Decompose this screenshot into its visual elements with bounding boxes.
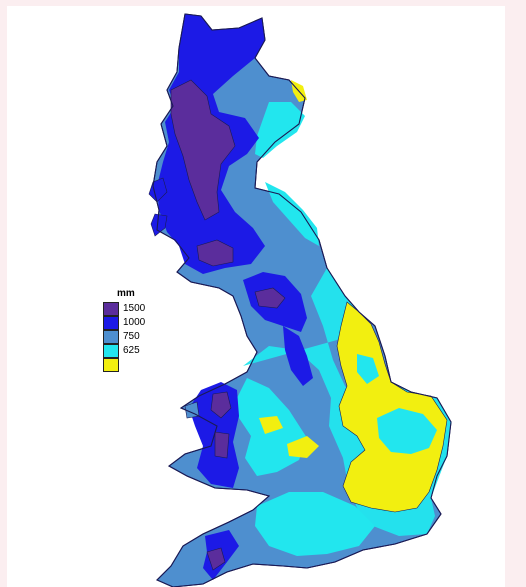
band-1500-lakes xyxy=(254,287,286,309)
band-625-south xyxy=(255,492,375,556)
legend-swatch xyxy=(103,358,119,372)
legend-swatch xyxy=(103,330,119,344)
band-dry-east xyxy=(336,301,448,513)
band-625-ne xyxy=(255,102,305,158)
band-1500-brecon xyxy=(214,431,230,459)
band-dry-sw xyxy=(259,416,283,434)
band-1500-dartmoor xyxy=(206,547,226,571)
legend-label: 625 xyxy=(123,345,140,356)
legend-swatch xyxy=(103,302,119,316)
band-1500-highlands xyxy=(170,79,236,221)
band-dry-hole-2 xyxy=(357,354,379,384)
band-dry-midlands xyxy=(287,436,319,458)
map-frame: mm 1500 1000 750 625 xyxy=(7,6,505,587)
legend-row: 625 xyxy=(103,344,145,358)
band-1500-grampians xyxy=(196,239,234,267)
band-1000-pennines xyxy=(283,326,313,386)
rainfall-map xyxy=(148,13,452,587)
legend-swatch xyxy=(103,344,119,358)
coastline xyxy=(152,13,452,587)
legend-label: 750 xyxy=(123,331,140,342)
legend-unit: mm xyxy=(117,288,135,299)
band-1500-snowdonia xyxy=(210,391,232,419)
band-625-north-coast xyxy=(265,182,319,246)
legend-row xyxy=(103,358,145,372)
legend-row: 1500 xyxy=(103,302,145,316)
legend-label: 1000 xyxy=(123,317,146,328)
band-dry-inner-hole xyxy=(377,408,437,454)
legend-label: 1500 xyxy=(123,303,146,314)
legend-row: 750 xyxy=(103,330,145,344)
legend-swatch xyxy=(103,316,119,330)
legend-row: 1000 xyxy=(103,316,145,330)
legend: 1500 1000 750 625 xyxy=(103,302,145,372)
